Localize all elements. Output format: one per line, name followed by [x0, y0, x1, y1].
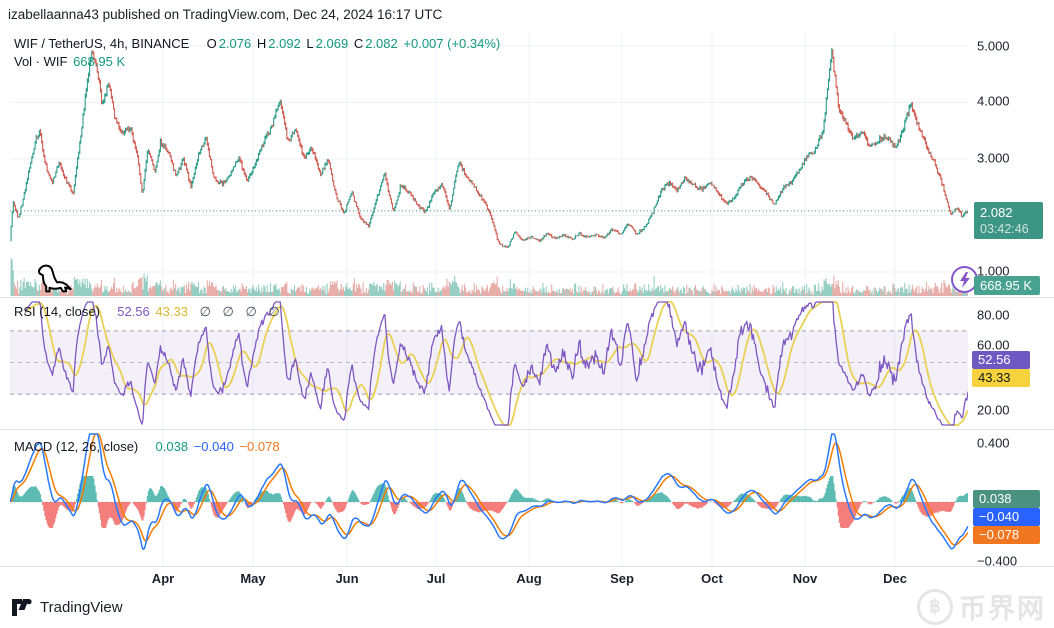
rsi-value-badge: 52.56 — [972, 351, 1030, 369]
price-axis-label: 1.000 — [977, 263, 1010, 279]
change-value: +0.007 (+0.34%) — [403, 36, 501, 51]
time-axis-label-jul: Jul — [426, 571, 446, 586]
time-axis-label-apr: Apr — [151, 571, 175, 586]
macd-signal-badge: −0.078 — [973, 526, 1040, 544]
macd-indicator-pane[interactable] — [9, 430, 969, 566]
symbol-legend[interactable]: WIF / TetherUS, 4h, BINANCE O 2.076 H 2.09… — [14, 36, 502, 51]
last-price-badge: 2.082 03:42:46 — [974, 202, 1043, 239]
tradingview-logo[interactable]: TradingView — [12, 599, 123, 616]
coin-watermark-icon: ฿ — [917, 588, 953, 625]
volume-badge: 668.95 K — [974, 276, 1040, 295]
macd-legend[interactable]: MACD (12, 26, close) 0.038 −0.040 −0.078 — [14, 439, 282, 454]
symbol-name[interactable]: WIF / TetherUS, 4h, BINANCE — [14, 36, 190, 51]
price-axis-label: 5.000 — [977, 38, 1010, 54]
time-axis-label-sep: Sep — [610, 571, 634, 586]
ohlc-low-value: 2.069 — [315, 36, 349, 51]
publish-header: izabellaanna43 published on TradingView.… — [8, 7, 443, 22]
rsi-hidden-values: ∅ ∅ ∅ ∅ — [199, 304, 284, 319]
ohlc-low-label: L — [306, 36, 314, 51]
ohlc-high-label: H — [256, 36, 267, 51]
ohlc-high-value: 2.092 — [268, 36, 301, 51]
volume-legend[interactable]: Vol · WIF 668.95 K — [14, 54, 127, 69]
time-axis-label-aug: Aug — [516, 571, 542, 586]
bar-countdown: 03:42:46 — [980, 222, 1029, 236]
rsi-value: 52.56 — [117, 304, 150, 319]
macd-line-badge: −0.040 — [973, 508, 1040, 526]
volume-value: 668.95 K — [73, 54, 126, 69]
ohlc-open-value: 2.076 — [218, 36, 252, 51]
last-price-value: 2.082 — [980, 205, 1013, 220]
rsi-ma-badge: 43.33 — [972, 369, 1030, 387]
tradingview-mark-icon — [12, 599, 32, 616]
rsi-axis-label: 20.00 — [977, 402, 1010, 418]
macd-histogram-badge: 0.038 — [973, 490, 1040, 508]
macd-signal-value: −0.078 — [239, 439, 280, 454]
macd-axis-label: −0.400 — [977, 553, 1018, 569]
price-axis-label: 3.000 — [977, 150, 1010, 166]
time-axis-label-jun: Jun — [335, 571, 359, 586]
volume-label[interactable]: Vol · WIF — [14, 54, 68, 69]
lightning-marker-icon[interactable] — [951, 266, 978, 293]
time-axis-label-nov: Nov — [792, 571, 818, 586]
pane-separator[interactable] — [0, 429, 1054, 430]
macd-axis-label: 0.400 — [977, 435, 1010, 451]
rsi-legend[interactable]: RSI (14, close) 52.56 43.33 ∅ ∅ ∅ ∅ — [14, 304, 286, 320]
site-watermark: ฿ 币界网 — [917, 587, 1046, 626]
rsi-axis-label: 80.00 — [977, 307, 1010, 323]
macd-line-value: −0.040 — [193, 439, 234, 454]
time-axis-label-dec: Dec — [883, 571, 907, 586]
macd-title[interactable]: MACD (12, 26, close) — [14, 439, 139, 454]
time-axis-label-oct: Oct — [701, 571, 723, 586]
price-chart-pane[interactable] — [10, 33, 969, 297]
rsi-ma-value: 43.33 — [155, 304, 188, 319]
ohlc-close-value: 2.082 — [365, 36, 398, 51]
price-axis-label: 4.000 — [977, 93, 1010, 109]
pane-separator[interactable] — [0, 297, 1054, 298]
pane-separator — [0, 566, 1054, 567]
ohlc-open-label: O — [206, 36, 217, 51]
watermark-text: 币界网 — [959, 594, 1046, 624]
macd-histogram-value: 0.038 — [155, 439, 189, 454]
time-axis-label-may: May — [240, 571, 266, 586]
rsi-axis-label: 60.00 — [977, 337, 1010, 353]
tradingview-brand-text: TradingView — [40, 599, 123, 616]
rsi-title[interactable]: RSI (14, close) — [14, 304, 100, 319]
ohlc-close-label: C — [353, 36, 364, 51]
rsi-indicator-pane[interactable] — [10, 298, 969, 429]
dino-icon — [38, 264, 72, 293]
